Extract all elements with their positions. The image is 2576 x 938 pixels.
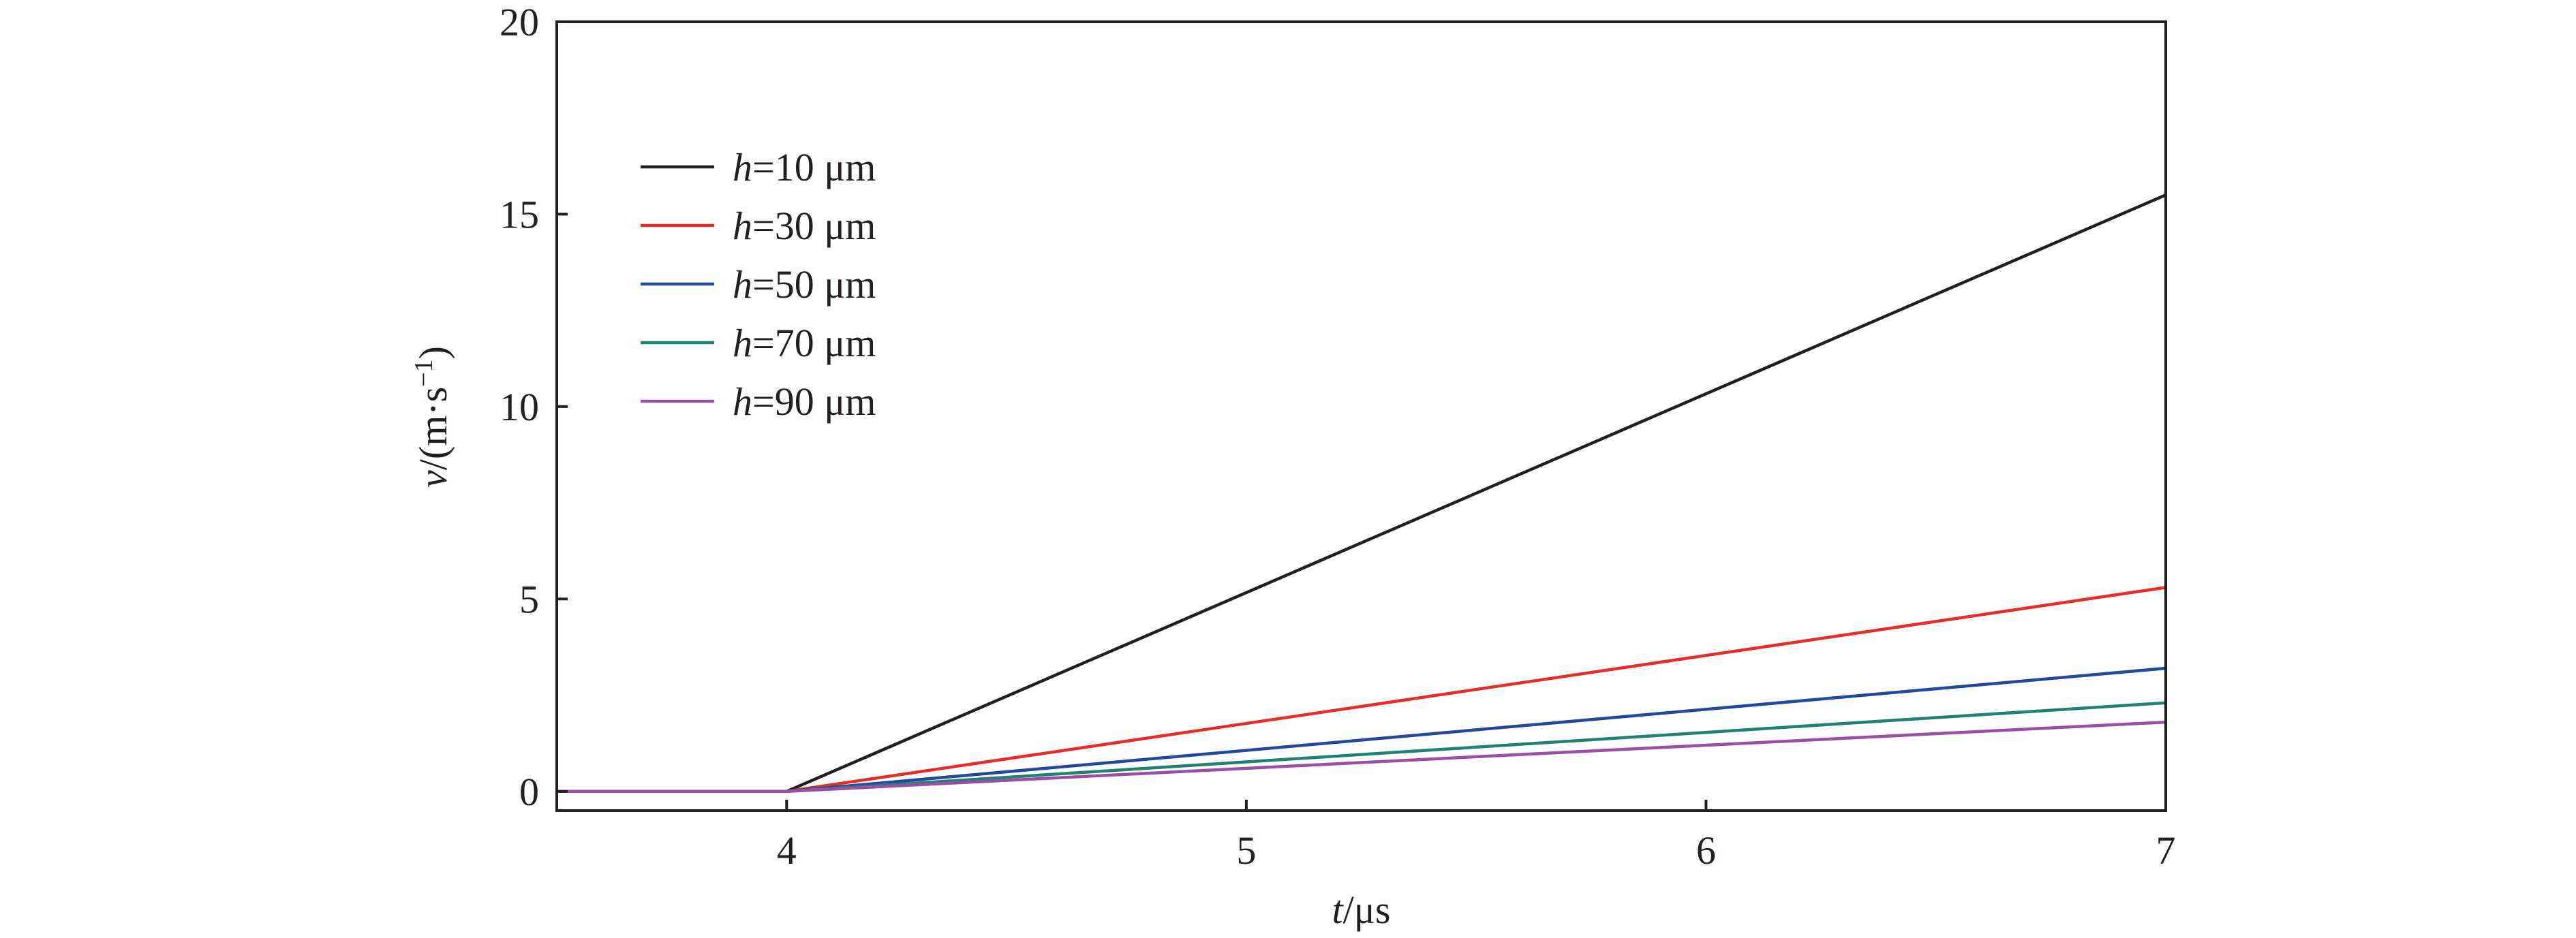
- legend-label-rest: =90 μm: [752, 379, 876, 424]
- ticks-layer: 4 5 6 7 0 5 10 15 20: [500, 0, 2176, 873]
- legend-label-3: h=50 μm: [733, 262, 876, 307]
- y-axis-label-unit-suffix: ): [411, 346, 455, 359]
- legend-label-var: h: [733, 204, 752, 248]
- legend-label-5: h=90 μm: [733, 379, 876, 424]
- y-tick-label: 5: [519, 577, 539, 621]
- y-axis-label-unit-sup: −1: [410, 359, 438, 386]
- y-axis-label-var: v: [411, 470, 455, 488]
- y-tick-label: 15: [500, 192, 539, 236]
- series-layer: [557, 193, 2166, 794]
- x-axis-label-var: t: [1332, 888, 1345, 932]
- y-axis-label-unit-prefix: /(m·s: [411, 387, 455, 470]
- legend-label-var: h: [733, 262, 752, 307]
- y-axis-label: v/(m·s−1): [410, 346, 455, 488]
- legend-label-4: h=70 μm: [733, 321, 876, 365]
- x-tick-label: 4: [777, 828, 797, 873]
- x-tick-label: 6: [1696, 828, 1716, 873]
- legend-label-rest: =70 μm: [752, 321, 876, 365]
- legend-label-var: h: [733, 379, 752, 424]
- series-line-5: [557, 720, 2166, 794]
- legend-label-rest: =30 μm: [752, 204, 876, 248]
- legend-label-1: h=10 μm: [733, 145, 876, 189]
- x-tick-label: 7: [2156, 828, 2176, 873]
- y-tick-label: 20: [500, 0, 539, 44]
- legend-label-var: h: [733, 321, 752, 365]
- x-axis-label-unit: /μs: [1343, 888, 1391, 932]
- series-line-3: [557, 666, 2166, 794]
- x-tick-label: 5: [1236, 828, 1256, 873]
- legend-label-rest: =10 μm: [752, 145, 876, 189]
- series-line-4: [557, 701, 2166, 794]
- legend-label-2: h=30 μm: [733, 204, 876, 248]
- y-tick-label: 0: [519, 770, 539, 814]
- legend-label-var: h: [733, 145, 752, 189]
- legend-label-rest: =50 μm: [752, 262, 876, 307]
- plot-frame: [555, 20, 2167, 812]
- legend: h=10 μmh=30 μmh=50 μmh=70 μmh=90 μm: [641, 145, 876, 424]
- y-tick-label: 10: [500, 385, 539, 429]
- x-axis-label: t/μs: [1332, 888, 1391, 932]
